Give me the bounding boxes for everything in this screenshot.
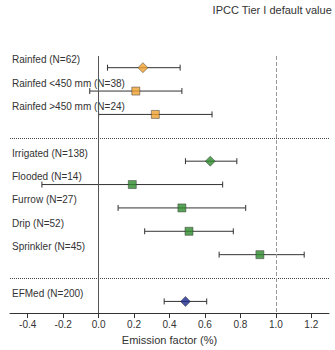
- svg-text:0.0: 0.0: [92, 319, 106, 330]
- svg-text:Sprinkler (N=45): Sprinkler (N=45): [12, 241, 85, 252]
- svg-text:1.0: 1.0: [269, 319, 283, 330]
- svg-text:Flooded (N=14): Flooded (N=14): [12, 171, 82, 182]
- svg-text:Irrigated (N=138): Irrigated (N=138): [12, 148, 88, 159]
- svg-text:Rainfed <450 mm (N=38): Rainfed <450 mm (N=38): [12, 78, 125, 89]
- svg-text:1.2: 1.2: [304, 319, 318, 330]
- svg-text:Rainfed (N=62): Rainfed (N=62): [12, 54, 80, 65]
- svg-text:-0.2: -0.2: [55, 319, 73, 330]
- svg-text:0.6: 0.6: [198, 319, 212, 330]
- svg-text:Emission factor (%): Emission factor (%): [122, 334, 217, 346]
- svg-text:IPCC Tier I default value: IPCC Tier I default value: [213, 4, 332, 16]
- svg-text:0.2: 0.2: [127, 319, 141, 330]
- svg-text:Furrow (N=27): Furrow (N=27): [12, 194, 77, 205]
- svg-text:0.8: 0.8: [233, 319, 247, 330]
- svg-text:Rainfed >450 mm (N=24): Rainfed >450 mm (N=24): [12, 101, 125, 112]
- svg-text:Drip (N=52): Drip (N=52): [12, 218, 64, 229]
- svg-text:-0.4: -0.4: [19, 319, 37, 330]
- svg-text:EFMed (N=200): EFMed (N=200): [12, 288, 83, 299]
- svg-text:0.4: 0.4: [163, 319, 177, 330]
